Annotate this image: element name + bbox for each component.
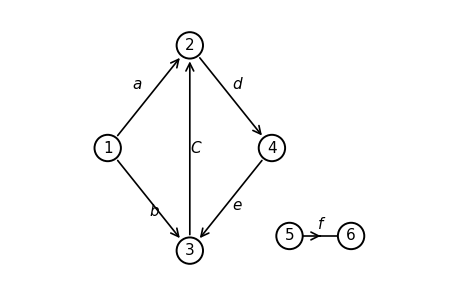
- Circle shape: [338, 223, 364, 249]
- Text: b: b: [150, 204, 159, 218]
- Text: 4: 4: [267, 141, 277, 155]
- Text: 1: 1: [103, 141, 112, 155]
- Circle shape: [259, 135, 285, 161]
- Text: d: d: [232, 78, 242, 92]
- Text: 5: 5: [285, 229, 294, 244]
- Text: 2: 2: [185, 38, 195, 53]
- Circle shape: [176, 32, 203, 59]
- Circle shape: [94, 135, 121, 161]
- Text: C: C: [190, 141, 201, 155]
- Text: a: a: [132, 78, 142, 92]
- Text: e: e: [232, 198, 241, 213]
- Text: 6: 6: [346, 229, 356, 244]
- Circle shape: [276, 223, 303, 249]
- Text: 3: 3: [185, 243, 195, 258]
- Text: f: f: [318, 217, 323, 232]
- Circle shape: [176, 237, 203, 264]
